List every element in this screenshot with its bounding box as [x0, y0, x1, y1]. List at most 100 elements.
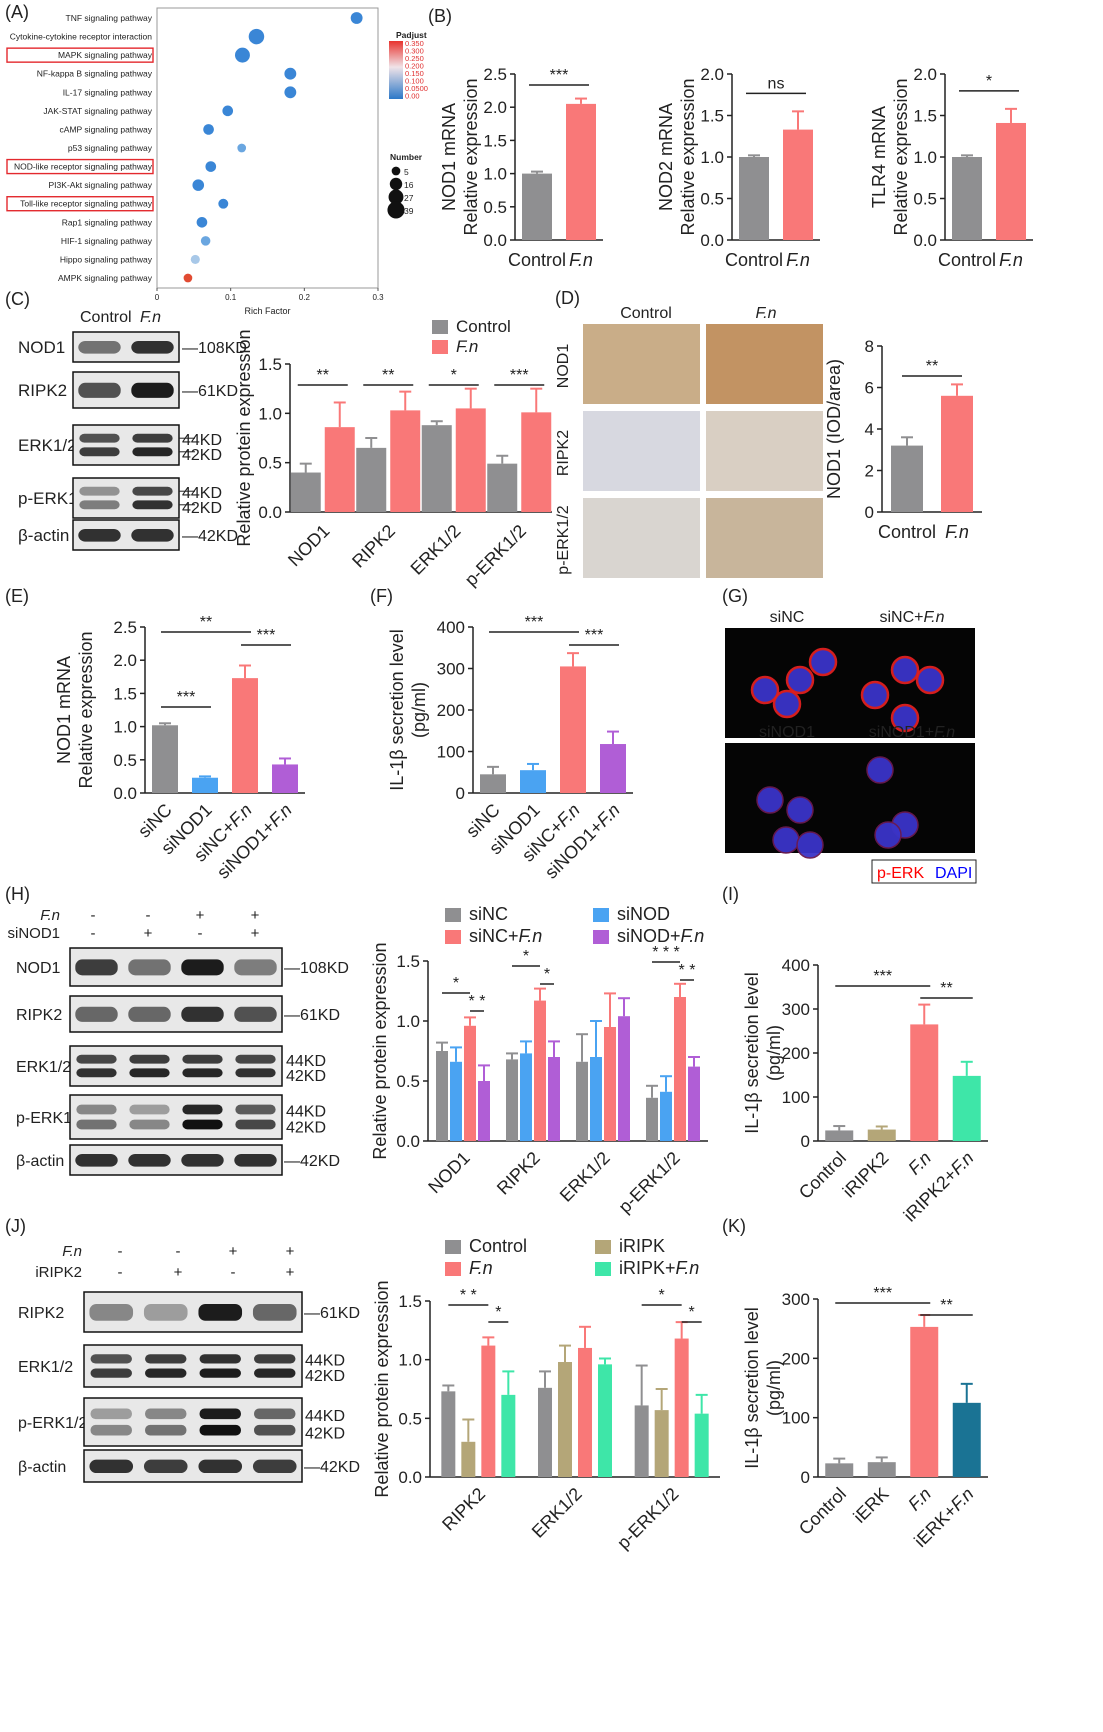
bar [576, 1061, 588, 1141]
blot-band [145, 1424, 187, 1436]
treatment-sign: - [118, 1264, 123, 1281]
significance-mark: * [659, 1287, 665, 1304]
if-title: siNC+F.n [879, 609, 944, 626]
treatment-label: F.n [40, 907, 60, 924]
blot-band [75, 959, 118, 976]
significance-mark: * [453, 975, 459, 992]
x-tick-label: iERK [849, 1484, 892, 1527]
blot-band [132, 486, 173, 496]
color-tick-label: 0.300 [405, 47, 424, 56]
highlight-box [6, 47, 154, 63]
size-legend-label: 27 [404, 193, 414, 203]
legend-label: siNC [469, 904, 508, 924]
y-tick-label: 2 [865, 462, 874, 481]
blot-row-label: ERK1/2 [18, 1359, 73, 1376]
blot-frame [72, 424, 180, 466]
ihc-row-label: RIPK2 [555, 430, 572, 476]
blot-NOD1 [72, 331, 180, 363]
bubble [284, 86, 297, 99]
bubble [218, 198, 229, 209]
blot-p-ERK1/2 [69, 1094, 283, 1140]
y-tick-label: 8 [865, 337, 874, 356]
pathway-label: HIF-1 signaling pathway [61, 236, 153, 246]
bar [952, 1075, 981, 1141]
legend-title: Number [390, 152, 423, 162]
bar [560, 666, 586, 793]
bar [534, 1000, 546, 1141]
treatment-sign: - [146, 907, 151, 924]
blot-band [132, 500, 173, 510]
x-tick-label: iRIPK2 [839, 1148, 893, 1202]
if-title: siNC [770, 609, 805, 626]
blot-band [129, 1104, 170, 1115]
x-tick-label: NOD1 [284, 521, 334, 571]
legend-swatch [445, 930, 461, 944]
blot-band [76, 1119, 117, 1130]
legend-swatch [445, 1262, 461, 1276]
pathway-label: TNF signaling pathway [66, 13, 153, 23]
bar [356, 447, 387, 512]
bar [867, 1129, 896, 1141]
legend-swatch [593, 908, 609, 922]
blot-band [79, 486, 120, 496]
y-axis-label: IL-1β secretion level [742, 972, 762, 1133]
bar [324, 427, 355, 512]
color-tick-label: 0.250 [405, 54, 424, 63]
panel-label-C: (C) [5, 289, 30, 309]
y-tick-label: 0.0 [913, 231, 937, 250]
pathway-label: AMPK signaling pathway [58, 273, 153, 283]
panel-label-E: (E) [5, 586, 29, 606]
blot-band [252, 1304, 297, 1321]
legend-title: Padjust [396, 30, 427, 40]
treatment-sign: + [144, 925, 153, 942]
ihc-image-fn [706, 498, 823, 578]
blot-band [252, 1459, 297, 1474]
ihc-image-control [583, 498, 700, 578]
legend-label: Control [469, 1236, 527, 1256]
panel-label-K: (K) [722, 1216, 746, 1236]
bar [578, 1347, 592, 1477]
blot-band [90, 1424, 132, 1436]
blot-row-label: β-actin [18, 1459, 66, 1476]
x-tick-label: Control [938, 250, 996, 270]
blot-band [182, 1054, 223, 1064]
treatment-sign: - [198, 925, 203, 942]
blot-ERK1/2 [69, 1045, 283, 1087]
bubble [192, 179, 205, 191]
blot-row-label: p-ERK1/2 [16, 1110, 85, 1127]
x-tick-label: Control [795, 1484, 850, 1539]
y-tick-label: 2.0 [700, 65, 724, 84]
bar [290, 472, 321, 512]
blot-band [182, 1119, 223, 1130]
bar [604, 1027, 616, 1141]
ihc-row-label: p-ERK1/2 [555, 505, 572, 574]
blot-row-label: RIPK2 [18, 381, 67, 400]
treatment-label: iRIPK2 [35, 1264, 82, 1281]
blot-band [90, 1354, 132, 1364]
blot-band [199, 1354, 241, 1364]
significance-mark: * [986, 73, 992, 90]
mw-label: 42KD [305, 1368, 345, 1385]
bar [481, 1345, 496, 1477]
y-tick-label: 4 [865, 420, 874, 439]
y-tick-label: 0.5 [700, 190, 724, 209]
x-tick-label: RIPK2 [348, 521, 399, 572]
mw-label: —108KD [284, 960, 349, 977]
y-tick-label: 1.5 [258, 355, 282, 374]
x-tick-label: ERK1/2 [556, 1148, 614, 1206]
significance-mark: * [451, 367, 457, 384]
y-tick-label: 2.0 [113, 651, 137, 670]
blot-band [128, 959, 171, 976]
legend-swatch [595, 1262, 611, 1276]
bubble [234, 47, 250, 63]
significance-mark: *** [257, 627, 276, 644]
blot-band [132, 447, 173, 457]
pathway-label: NOD-like receptor signaling pathway [14, 162, 153, 172]
if-cell [890, 703, 920, 733]
bar [910, 1024, 939, 1141]
highlight-box [6, 196, 154, 212]
bar [891, 445, 923, 512]
blot-band [132, 433, 173, 443]
y-axis-label: Relative protein expression [372, 1280, 392, 1497]
pathway-label: JAK-STAT signaling pathway [43, 106, 152, 116]
